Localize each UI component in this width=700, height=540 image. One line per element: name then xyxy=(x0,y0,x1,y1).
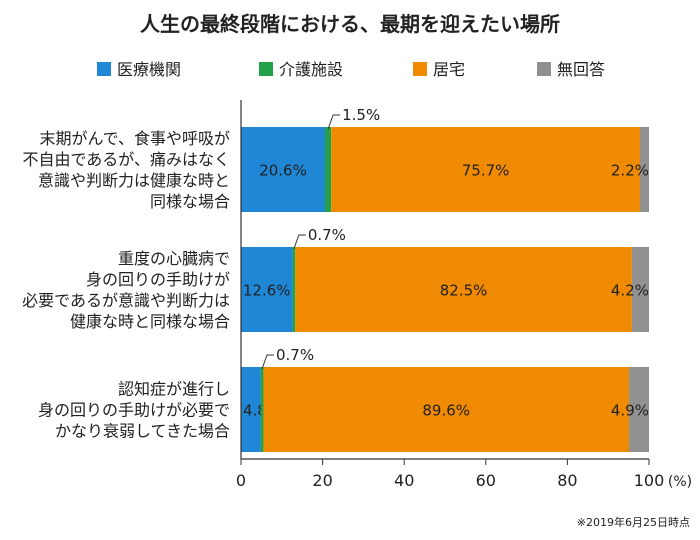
bar-segment-0-1 xyxy=(325,127,332,212)
bar-segment-2-2 xyxy=(263,367,630,452)
legend-label-0: 医療機関 xyxy=(117,60,181,79)
legend-swatch-3 xyxy=(537,62,551,76)
legend-swatch-2 xyxy=(413,62,427,76)
date-note: ※2019年6月25日時点 xyxy=(577,515,690,529)
x-axis-unit: (%) xyxy=(668,474,692,490)
x-tick-label-0: 0 xyxy=(236,471,246,490)
data-label-0-0: 20.6% xyxy=(259,162,307,180)
x-tick-label-1: 20 xyxy=(312,471,332,490)
data-label-2-2: 89.6% xyxy=(422,402,470,420)
data-label-0-1: 1.5% xyxy=(342,106,380,124)
data-label-0-2: 75.7% xyxy=(462,162,510,180)
data-label-1-0: 12.6% xyxy=(243,282,291,300)
bar-segment-0-2 xyxy=(331,127,641,212)
bar-segment-1-2 xyxy=(295,247,632,332)
bar-segment-1-0 xyxy=(241,247,293,332)
data-label-2-3: 4.9% xyxy=(611,402,649,420)
x-tick-label-2: 40 xyxy=(394,471,414,490)
data-label-1-1: 0.7% xyxy=(308,226,346,244)
legend-label-2: 居宅 xyxy=(433,60,465,79)
data-label-1-2: 82.5% xyxy=(440,282,488,300)
category-label-0-line-1: 不自由であるが、痛みはなく xyxy=(22,150,230,169)
legend-label-3: 無回答 xyxy=(557,60,605,79)
bar-segment-0-3 xyxy=(640,127,649,212)
category-label-2-line-1: 身の回りの手助けが必要で xyxy=(38,401,230,420)
category-label-1-line-1: 身の回りの手助けが xyxy=(86,270,230,289)
legend: 医療機関 介護施設 居宅 無回答 xyxy=(97,60,605,79)
chart-title: 人生の最終段階における、最期を迎えたい場所 xyxy=(140,12,560,36)
data-label-2-1: 0.7% xyxy=(276,346,314,364)
bar-segment-2-1 xyxy=(260,367,264,452)
category-label-1-line-0: 重度の心臓病で xyxy=(118,249,230,268)
bar-segment-2-0 xyxy=(241,367,261,452)
bar-segment-1-1 xyxy=(292,247,296,332)
category-label-0-line-0: 末期がんで、食事や呼吸が xyxy=(39,129,230,148)
category-label-0-line-2: 意識や判断力は健康な時と xyxy=(38,171,230,190)
bar-segment-2-3 xyxy=(629,367,649,452)
x-tick-label-4: 80 xyxy=(557,471,577,490)
callout-line-1 xyxy=(293,234,306,250)
bars: 20.6%1.5%75.7%2.2%12.6%0.7%82.5%4.2%4.8%… xyxy=(241,106,649,452)
data-label-0-3: 2.2% xyxy=(611,162,649,180)
x-axis-ticks: 0 20 40 60 80 100 xyxy=(236,459,664,490)
x-tick-label-3: 60 xyxy=(476,471,496,490)
legend-label-1: 介護施設 xyxy=(279,60,343,79)
callout-line-0 xyxy=(327,114,341,130)
callout-line-2 xyxy=(261,354,275,370)
legend-swatch-0 xyxy=(97,62,111,76)
bar-segment-1-3 xyxy=(631,247,649,332)
category-label-2-line-0: 認知症が進行し xyxy=(118,380,230,399)
category-label-1-line-3: 健康な時と同様な場合 xyxy=(70,312,230,331)
category-labels: 末期がんで、食事や呼吸が不自由であるが、痛みはなく意識や判断力は健康な時と同様な… xyxy=(22,129,230,441)
legend-swatch-1 xyxy=(259,62,273,76)
x-tick-label-5: 100 xyxy=(634,471,665,490)
category-label-1-line-2: 必要であるが意識や判断力は xyxy=(22,291,230,310)
category-label-2-line-2: かなり衰弱してきた場合 xyxy=(55,422,230,441)
bar-segment-0-0 xyxy=(241,127,326,212)
category-label-0-line-3: 同様な場合 xyxy=(150,192,230,211)
data-label-1-3: 4.2% xyxy=(611,282,649,300)
